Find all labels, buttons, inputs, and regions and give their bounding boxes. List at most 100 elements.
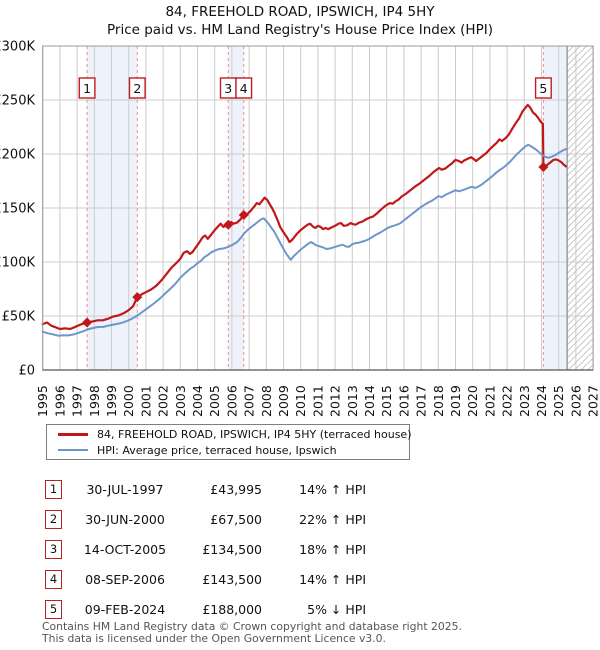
future-hatch-line <box>566 195 594 222</box>
future-hatch-line <box>566 279 594 307</box>
future-hatch-line <box>566 234 594 261</box>
future-hatch-line <box>566 97 594 125</box>
future-hatch-line <box>566 312 594 339</box>
legend-item-property: 84, FREEHOLD ROAD, IPSWICH, IP4 5HY (ter… <box>47 427 412 441</box>
chart-legend: 84, FREEHOLD ROAD, IPSWICH, IP4 5HY (ter… <box>46 424 412 460</box>
license-footer: Contains HM Land Registry data © Crown c… <box>42 621 462 644</box>
sale-row-2: 2 30-JUN-2000 £67,500 22% ↑ HPI <box>45 504 370 534</box>
sale-marker-num-2: 2 <box>133 81 141 96</box>
sale-price: £188,000 <box>202 601 262 617</box>
future-hatch-line <box>566 52 594 79</box>
sale-number-badge-5[interactable]: 5 <box>45 599 62 619</box>
x-tick-2004: 2004 <box>190 385 205 417</box>
future-hatch-line <box>587 364 594 371</box>
x-tick-2000: 2000 <box>121 385 136 417</box>
future-hatch-line <box>566 175 594 203</box>
future-hatch-line <box>566 182 594 209</box>
future-hatch-line <box>566 292 594 320</box>
future-hatch-line <box>566 286 594 313</box>
sale-hpi-delta: 5% ↓ HPI <box>307 601 366 617</box>
sale-date: 14-OCT-2005 <box>83 541 167 557</box>
sale-number-badge-4[interactable]: 4 <box>45 569 62 589</box>
future-hatch-line <box>566 91 594 118</box>
sale-point-3[interactable] <box>223 219 234 230</box>
future-hatch-line <box>574 351 594 371</box>
sale-marker-box-2[interactable] <box>128 77 146 99</box>
future-hatch-line <box>566 136 594 164</box>
future-hatch-line <box>566 123 594 151</box>
sale-marker-box-5[interactable] <box>534 77 552 99</box>
sale-marker-num-5: 5 <box>539 81 547 96</box>
future-hatch-line <box>566 130 594 157</box>
future-hatch-line <box>566 162 594 190</box>
future-hatch-line <box>566 149 594 177</box>
future-hatch-line <box>566 45 587 66</box>
x-tick-1997: 1997 <box>70 385 85 417</box>
future-hatch-line <box>566 65 594 92</box>
sale-marker-box-4[interactable] <box>235 77 253 99</box>
x-tick-2016: 2016 <box>396 385 411 417</box>
future-hatch-line <box>566 331 594 359</box>
sale-hpi-delta: 14% ↑ HPI <box>299 481 366 497</box>
future-hatch-line <box>566 338 594 365</box>
future-hatch-line <box>566 58 594 86</box>
x-tick-2027: 2027 <box>586 385 600 417</box>
future-hatch-line <box>566 266 594 294</box>
future-hatch-line <box>566 214 594 242</box>
x-tick-2025: 2025 <box>551 385 566 417</box>
price-history-chart: 1 2 34 5 £300K £250K £200K £150K £100K £50K £01995… <box>0 40 600 418</box>
property-line-swatch <box>58 432 88 436</box>
y-tick-£100K: £100K <box>0 256 35 271</box>
sale-point-5[interactable] <box>538 161 549 172</box>
sale-price: £134,500 <box>202 541 262 557</box>
x-tick-2008: 2008 <box>259 385 274 417</box>
property-price-line <box>41 103 568 331</box>
future-hatch-line <box>566 318 594 346</box>
x-tick-1998: 1998 <box>87 385 102 417</box>
future-hatch-line <box>566 110 594 138</box>
future-hatch-line <box>566 208 594 235</box>
sale-marker-box-1[interactable] <box>78 77 96 99</box>
future-hatch-line <box>566 117 594 144</box>
future-hatch-line <box>566 45 594 73</box>
hpi-line-swatch <box>58 449 88 451</box>
future-hatch-line <box>566 169 594 196</box>
y-tick-£250K: £250K <box>0 94 35 109</box>
x-tick-1999: 1999 <box>104 385 119 417</box>
sale-point-1[interactable] <box>82 317 93 328</box>
x-tick-2012: 2012 <box>328 385 343 417</box>
sale-date: 09-FEB-2024 <box>84 601 166 617</box>
x-tick-2011: 2011 <box>310 385 325 417</box>
x-tick-2003: 2003 <box>173 385 188 417</box>
x-tick-2002: 2002 <box>156 385 171 417</box>
x-tick-2017: 2017 <box>414 385 429 417</box>
sale-number-badge-1[interactable]: 1 <box>45 479 62 499</box>
legend-property-label: 84, FREEHOLD ROAD, IPSWICH, IP4 5HY (ter… <box>97 427 412 441</box>
future-hatch-line <box>566 45 581 60</box>
x-tick-2018: 2018 <box>431 385 446 417</box>
future-hatch-line <box>580 357 594 371</box>
future-hatch-line <box>566 84 594 112</box>
sale-marker-num-3: 3 <box>224 81 232 96</box>
sale-hpi-delta: 22% ↑ HPI <box>299 511 366 527</box>
sale-number-badge-3[interactable]: 3 <box>45 539 62 559</box>
footer-copyright: Contains HM Land Registry data © Crown c… <box>42 620 462 633</box>
future-hatch-line <box>566 305 594 333</box>
future-hatch-line <box>566 273 594 300</box>
sale-date: 30-JUN-2000 <box>85 511 165 527</box>
sale-row-1: 1 30-JUL-1997 £43,995 14% ↑ HPI <box>45 474 370 504</box>
sale-point-2[interactable] <box>132 292 143 303</box>
x-tick-2015: 2015 <box>379 385 394 417</box>
sales-history-table: 1 30-JUL-1997 £43,995 14% ↑ HPI 2 30-JUN-2000… <box>45 474 370 624</box>
future-hatch-line <box>567 344 594 371</box>
sale-number-badge-2[interactable]: 2 <box>45 509 62 529</box>
sale-point-4[interactable] <box>238 210 249 221</box>
sale-row-4: 4 08-SEP-2006 £143,500 14% ↑ HPI <box>45 564 370 594</box>
y-tick-£0: £0 <box>18 364 35 379</box>
sale-hpi-delta: 14% ↑ HPI <box>299 571 366 587</box>
sale-marker-num-1: 1 <box>83 81 91 96</box>
x-tick-2022: 2022 <box>500 385 515 417</box>
x-tick-2007: 2007 <box>242 385 257 417</box>
x-tick-2023: 2023 <box>517 385 532 417</box>
sale-price: £143,500 <box>202 571 262 587</box>
